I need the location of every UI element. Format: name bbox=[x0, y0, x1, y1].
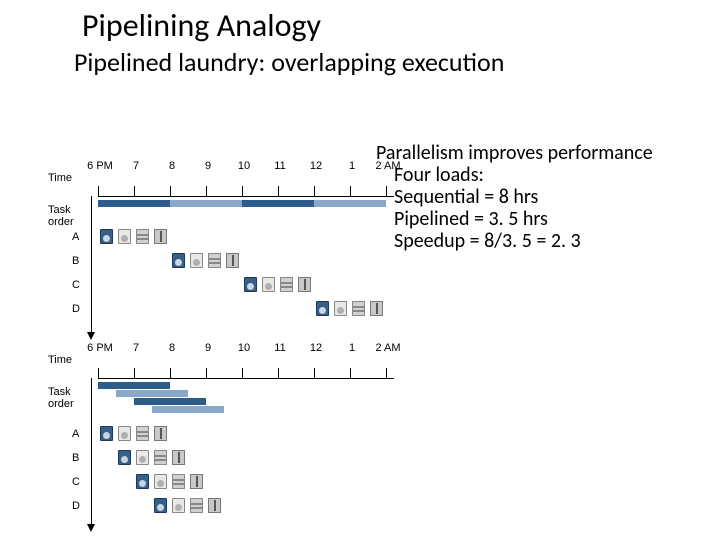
store-icon bbox=[370, 301, 383, 316]
washer-icon bbox=[244, 277, 257, 292]
task-row-label: D bbox=[72, 303, 80, 315]
time-tick-label: 10 bbox=[230, 160, 258, 172]
gantt-bar bbox=[98, 382, 170, 389]
fold-icon bbox=[136, 229, 149, 244]
time-tick-label: 7 bbox=[122, 160, 150, 172]
axis-time-label: Time bbox=[48, 354, 72, 366]
dryer-icon bbox=[172, 498, 185, 513]
summary-line-3: Sequential = 8 hrs bbox=[376, 186, 653, 208]
time-tick-label: 9 bbox=[194, 160, 222, 172]
dryer-icon bbox=[334, 301, 347, 316]
washer-icon bbox=[316, 301, 329, 316]
summary-line-1: Parallelism improves performance bbox=[376, 142, 653, 164]
task-row-label: A bbox=[72, 428, 79, 440]
washer-icon bbox=[154, 498, 167, 513]
task-row-label: D bbox=[72, 500, 80, 512]
washer-icon bbox=[136, 474, 149, 489]
time-tick-label: 7 bbox=[122, 342, 150, 354]
store-icon bbox=[172, 450, 185, 465]
gantt-bar bbox=[116, 390, 188, 397]
washer-icon bbox=[172, 253, 185, 268]
time-tick-label: 2 AM bbox=[374, 160, 402, 172]
time-tick-label: 11 bbox=[266, 160, 294, 172]
page-title: Pipelining Analogy bbox=[82, 6, 321, 45]
task-row-label: A bbox=[72, 231, 79, 243]
time-tick-label: 11 bbox=[266, 342, 294, 354]
summary-text: Parallelism improves performance Four lo… bbox=[376, 142, 653, 252]
store-icon bbox=[298, 277, 311, 292]
fold-icon bbox=[136, 426, 149, 441]
time-tick-label: 1 bbox=[338, 342, 366, 354]
time-tick-label: 6 PM bbox=[86, 342, 114, 354]
axis-time-label: Time bbox=[48, 172, 72, 184]
store-icon bbox=[154, 426, 167, 441]
axis-task-label: Task order bbox=[48, 386, 74, 410]
summary-line-5: Speedup = 8/3. 5 = 2. 3 bbox=[376, 230, 653, 252]
gantt-bar bbox=[314, 200, 386, 207]
task-row-label: C bbox=[72, 476, 80, 488]
time-tick-label: 2 AM bbox=[374, 342, 402, 354]
dryer-icon bbox=[190, 253, 203, 268]
time-tick-label: 8 bbox=[158, 342, 186, 354]
washer-icon bbox=[118, 450, 131, 465]
dryer-icon bbox=[118, 229, 131, 244]
gantt-bar bbox=[134, 398, 206, 405]
gantt-bar bbox=[152, 406, 224, 413]
time-tick-label: 6 PM bbox=[86, 160, 114, 172]
fold-icon bbox=[190, 498, 203, 513]
fold-icon bbox=[352, 301, 365, 316]
axis-task-label: Task order bbox=[48, 204, 74, 228]
store-icon bbox=[208, 498, 221, 513]
page-subtitle: Pipelined laundry: overlapping execution bbox=[74, 46, 504, 78]
gantt-bar bbox=[242, 200, 314, 207]
time-tick-label: 12 bbox=[302, 160, 330, 172]
dryer-icon bbox=[154, 474, 167, 489]
time-tick-label: 8 bbox=[158, 160, 186, 172]
time-tick-label: 1 bbox=[338, 160, 366, 172]
fold-icon bbox=[154, 450, 167, 465]
dryer-icon bbox=[262, 277, 275, 292]
summary-line-4: Pipelined = 3. 5 hrs bbox=[376, 208, 653, 230]
washer-icon bbox=[100, 426, 113, 441]
dryer-icon bbox=[118, 426, 131, 441]
store-icon bbox=[226, 253, 239, 268]
gantt-bar bbox=[170, 200, 242, 207]
time-tick-label: 12 bbox=[302, 342, 330, 354]
task-row-label: C bbox=[72, 279, 80, 291]
store-icon bbox=[154, 229, 167, 244]
task-row-label: B bbox=[72, 452, 79, 464]
store-icon bbox=[190, 474, 203, 489]
time-tick-label: 9 bbox=[194, 342, 222, 354]
task-row-label: B bbox=[72, 255, 79, 267]
summary-line-2: Four loads: bbox=[376, 164, 653, 186]
fold-icon bbox=[208, 253, 221, 268]
fold-icon bbox=[280, 277, 293, 292]
washer-icon bbox=[100, 229, 113, 244]
dryer-icon bbox=[136, 450, 149, 465]
time-tick-label: 10 bbox=[230, 342, 258, 354]
gantt-bar bbox=[98, 200, 170, 207]
fold-icon bbox=[172, 474, 185, 489]
